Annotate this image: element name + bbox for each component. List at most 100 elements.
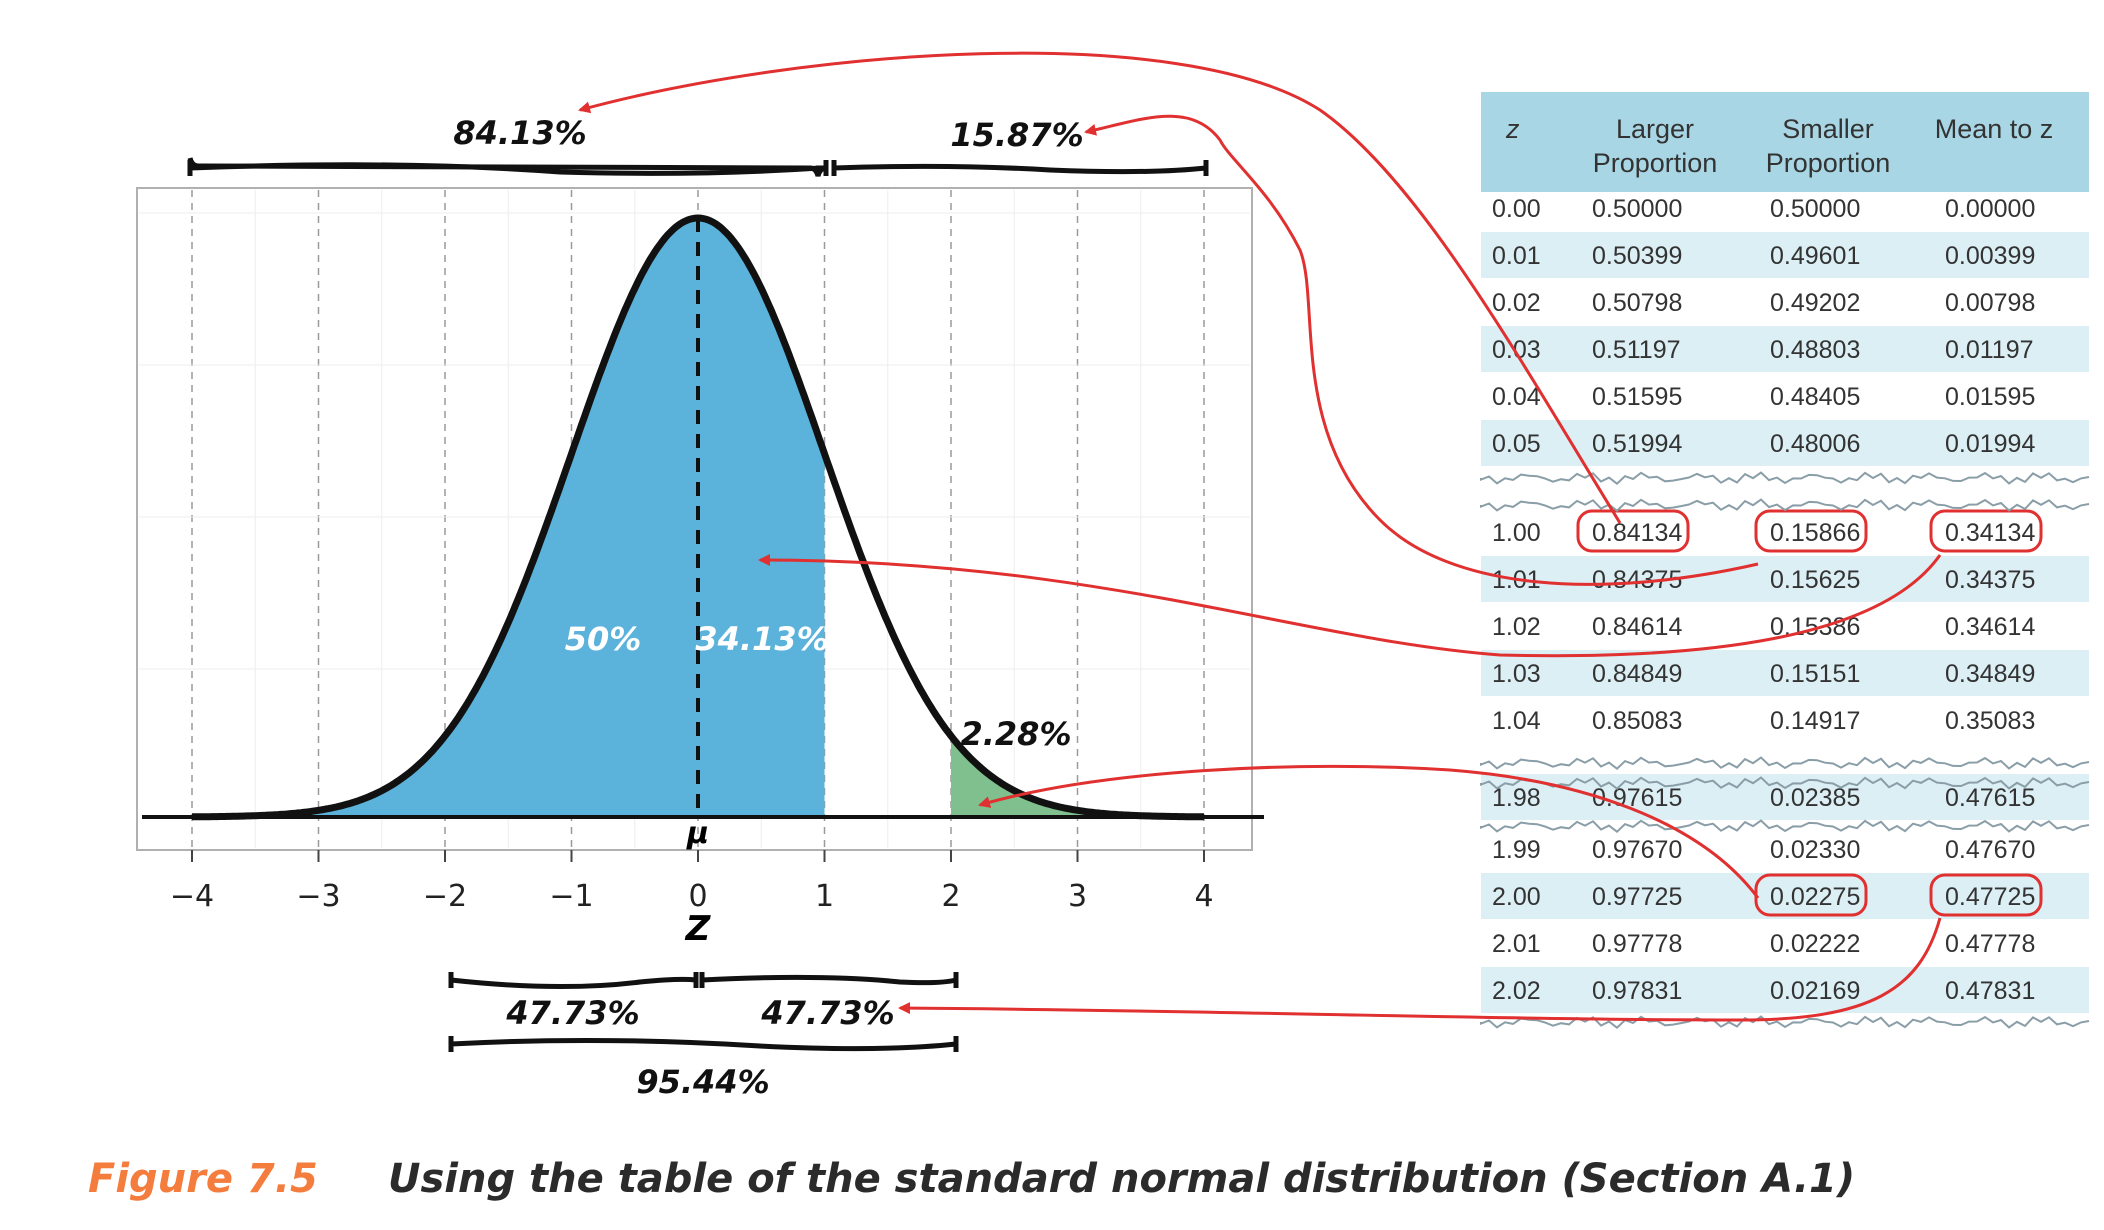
shaded-area-left bbox=[192, 218, 825, 817]
header-larger-2: Proportion bbox=[1593, 148, 1718, 178]
table-cell: 0.02222 bbox=[1770, 930, 1860, 958]
table-cell: 0.34134 bbox=[1945, 519, 2035, 547]
bracket-label-8413: 84.13% bbox=[453, 114, 586, 152]
table-cell: 0.51994 bbox=[1592, 430, 1682, 458]
table-cell: 0.05 bbox=[1492, 430, 1541, 458]
bracket-label-1587: 15.87% bbox=[950, 116, 1083, 154]
torn-edge bbox=[1480, 819, 2090, 834]
x-tick-label: −2 bbox=[423, 879, 467, 914]
table-cell: 0.34375 bbox=[1945, 566, 2035, 594]
bracket-top-left-line bbox=[187, 160, 829, 176]
table-cell: 0.15625 bbox=[1770, 566, 1860, 594]
table-cell: 1.98 bbox=[1492, 784, 1541, 812]
bracket-bottom-full bbox=[448, 1036, 959, 1052]
table-cell: 0.84849 bbox=[1592, 660, 1682, 688]
header-smaller-2: Proportion bbox=[1766, 148, 1891, 178]
header-larger-1: Larger bbox=[1616, 114, 1694, 144]
x-tick-label: −1 bbox=[549, 879, 593, 914]
table-cell: 2.01 bbox=[1492, 930, 1541, 958]
arrow-84134-to-8413 bbox=[578, 51, 1622, 524]
annotation-arrows bbox=[578, 51, 1942, 1022]
table-row: 1.03 0.84849 0.15151 0.34849 bbox=[1481, 650, 2089, 696]
table-cell: 0.50000 bbox=[1592, 195, 1682, 223]
table-cell: 0.01994 bbox=[1945, 430, 2035, 458]
table-row: 2.02 0.97831 0.02169 0.47831 bbox=[1481, 967, 2089, 1013]
table-cell: 0.84134 bbox=[1592, 519, 1682, 547]
torn-edge bbox=[1480, 471, 2090, 486]
arrow-15866-to-1587 bbox=[1084, 114, 1759, 586]
table-body: 0.00 0.50000 0.50000 0.00000 0.01 0.50399 0.49… bbox=[1481, 195, 2089, 1013]
table-cell: 0.34614 bbox=[1945, 613, 2035, 641]
area-label-3413: 34.13% bbox=[695, 620, 828, 658]
highlight-oval bbox=[1754, 509, 1868, 553]
table-cell: 0.34849 bbox=[1945, 660, 2035, 688]
bracket-label-4773-left: 47.73% bbox=[505, 994, 639, 1032]
highlight-oval bbox=[1576, 509, 1690, 553]
x-axis-ticks: −4 −3 −2 −1 0 1 2 3 4 bbox=[170, 850, 1214, 914]
bracket-label-4773-right: 47.73% bbox=[760, 994, 894, 1032]
table-cell: 0.97831 bbox=[1592, 977, 1682, 1005]
table-row: 0.00 0.50000 0.50000 0.00000 bbox=[1492, 195, 2035, 223]
table-cell: 0.49601 bbox=[1770, 242, 1860, 270]
table-cell: 0.02 bbox=[1492, 289, 1541, 317]
arrow-34134-to-area bbox=[758, 554, 1942, 658]
x-tick-label: 2 bbox=[941, 879, 960, 914]
area-label-50: 50% bbox=[565, 620, 642, 658]
header-smaller-1: Smaller bbox=[1782, 114, 1874, 144]
row-stripe bbox=[1481, 873, 2089, 919]
table-cell: 0.03 bbox=[1492, 336, 1541, 364]
table-cell: 0.51595 bbox=[1592, 383, 1682, 411]
torn-edge bbox=[1480, 776, 2090, 791]
table-row: 0.02 0.50798 0.49202 0.00798 bbox=[1492, 289, 2035, 317]
table-cell: 0.15866 bbox=[1770, 519, 1860, 547]
table-cell: 0.00798 bbox=[1945, 289, 2035, 317]
table-cell: 2.00 bbox=[1492, 883, 1541, 911]
bracket-bottom-right bbox=[699, 972, 959, 988]
table-cell: 1.04 bbox=[1492, 707, 1541, 735]
table-cell: 0.00000 bbox=[1945, 195, 2035, 223]
bracket-bottom-left bbox=[448, 972, 699, 990]
table-cell: 0.47670 bbox=[1945, 836, 2035, 864]
table-cell: 0.97670 bbox=[1592, 836, 1682, 864]
table-cell: 0.35083 bbox=[1945, 707, 2035, 735]
bracket-top-right-line bbox=[831, 160, 1209, 176]
arrow-47725-to-4773 bbox=[898, 917, 1942, 1022]
table-cell: 0.02169 bbox=[1770, 977, 1860, 1005]
table-cell: 0.04 bbox=[1492, 383, 1541, 411]
table-cell: 0.15151 bbox=[1770, 660, 1860, 688]
table-cell: 1.02 bbox=[1492, 613, 1541, 641]
header-mean-to-z: Mean to z bbox=[1935, 114, 2054, 144]
table-cell: 0.02275 bbox=[1770, 883, 1860, 911]
table-cell: 0.00 bbox=[1492, 195, 1541, 223]
mean-label: μ bbox=[686, 816, 709, 851]
x-tick-label: 3 bbox=[1068, 879, 1087, 914]
table-cell: 0.50399 bbox=[1592, 242, 1682, 270]
table-cell: 0.01595 bbox=[1945, 383, 2035, 411]
table-row: 1.99 0.97670 0.02330 0.47670 bbox=[1492, 836, 2035, 864]
table-cell: 0.47615 bbox=[1945, 784, 2035, 812]
table-header: z Larger Proportion Smaller Proportion M… bbox=[1505, 114, 2053, 178]
header-z: z bbox=[1505, 114, 1520, 144]
table-header-bg bbox=[1481, 92, 2089, 192]
table-cell: 0.97778 bbox=[1592, 930, 1682, 958]
table-cell: 0.14917 bbox=[1770, 707, 1860, 735]
table-cell: 2.02 bbox=[1492, 977, 1541, 1005]
z-table: z Larger Proportion Smaller Proportion M… bbox=[1480, 92, 2090, 1030]
table-row: 2.00 0.97725 0.02275 0.47725 bbox=[1481, 873, 2089, 919]
torn-edge bbox=[1480, 756, 2090, 771]
table-cell: 1.00 bbox=[1492, 519, 1541, 547]
table-row: 0.04 0.51595 0.48405 0.01595 bbox=[1492, 383, 2035, 411]
table-row: 2.01 0.97778 0.02222 0.47778 bbox=[1492, 930, 2035, 958]
row-stripe bbox=[1481, 326, 2089, 372]
table-cell: 1.99 bbox=[1492, 836, 1541, 864]
area-label-228: 2.28% bbox=[960, 715, 1071, 753]
torn-edge bbox=[1480, 498, 2090, 513]
table-cell: 0.47725 bbox=[1945, 883, 2035, 911]
table-cell: 0.00399 bbox=[1945, 242, 2035, 270]
normal-chart: −4 −3 −2 −1 0 1 2 3 4 μ Z 50% 34.13% 2.28% 84.13… bbox=[136, 114, 1264, 1101]
table-cell: 0.47831 bbox=[1945, 977, 2035, 1005]
table-row: 1.01 0.84375 0.15625 0.34375 bbox=[1481, 556, 2089, 602]
table-cell: 0.97615 bbox=[1592, 784, 1682, 812]
x-tick-label: 4 bbox=[1194, 879, 1213, 914]
